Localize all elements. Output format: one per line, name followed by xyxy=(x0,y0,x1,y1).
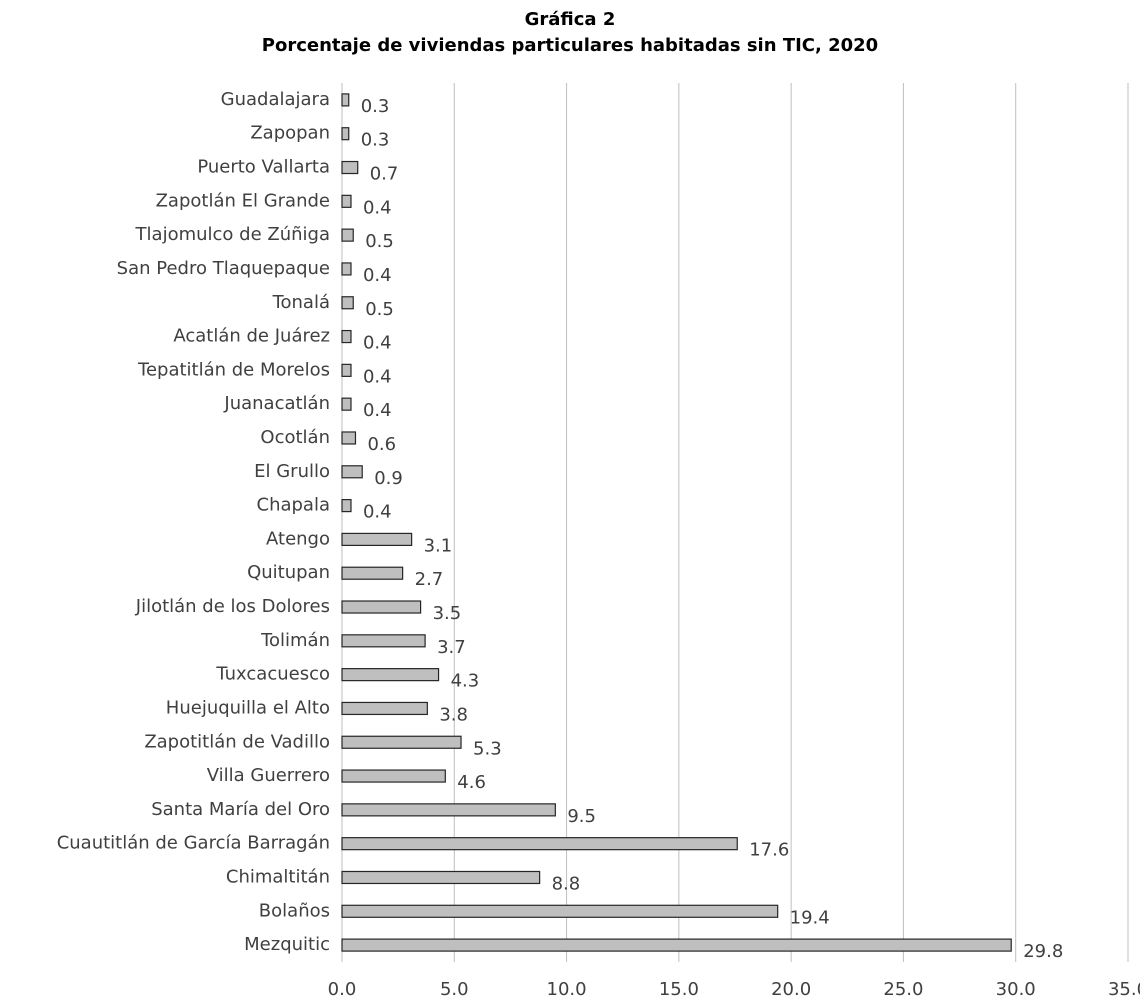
bar xyxy=(341,431,357,445)
y-tick-label: Juanacatlán xyxy=(223,393,330,414)
data-label: 3.8 xyxy=(439,704,468,725)
data-label: 3.5 xyxy=(433,603,462,624)
y-tick-label: Bolaños xyxy=(259,900,330,921)
x-tick-label: 0.0 xyxy=(328,979,357,1000)
data-label: 0.3 xyxy=(361,130,390,151)
y-tick-label: Villa Guerrero xyxy=(207,765,330,786)
y-tick-label: Acatlán de Juárez xyxy=(173,326,330,347)
y-tick-label: Guadalajara xyxy=(221,89,330,110)
bar xyxy=(341,363,352,377)
bar xyxy=(341,228,354,242)
y-tick-label: Huejuquilla el Alto xyxy=(166,697,330,718)
y-tick-label: Mezquitic xyxy=(244,934,330,955)
data-label: 17.6 xyxy=(749,840,789,861)
y-tick-label: El Grullo xyxy=(254,461,330,482)
data-label: 0.4 xyxy=(363,502,392,523)
chart-subtitle: Porcentaje de viviendas particulares hab… xyxy=(262,35,878,56)
y-tick-label: Cuautitlán de García Barragán xyxy=(57,833,330,854)
bar xyxy=(341,465,363,479)
data-label: 0.4 xyxy=(363,366,392,387)
y-tick-label: Jilotlán de los Dolores xyxy=(135,596,330,617)
data-label: 2.7 xyxy=(415,569,444,590)
data-label: 0.4 xyxy=(363,265,392,286)
x-tick-label: 20.0 xyxy=(771,979,811,1000)
bar xyxy=(341,93,350,107)
y-tick-label: Chimaltitán xyxy=(226,866,330,887)
y-tick-label: Quitupan xyxy=(247,562,330,583)
bar xyxy=(341,870,541,885)
y-tick-label: Puerto Vallarta xyxy=(197,157,330,178)
bar xyxy=(341,904,779,918)
bar xyxy=(341,837,738,851)
y-tick-label: Zapotitlán de Vadillo xyxy=(144,731,330,752)
bar xyxy=(341,600,422,614)
data-label: 0.6 xyxy=(367,434,396,455)
y-tick-label: Tlajomulco de Zúñiga xyxy=(135,224,330,245)
y-tick-label: Chapala xyxy=(257,495,331,516)
bar xyxy=(341,127,350,141)
x-tick-label: 30.0 xyxy=(996,979,1036,1000)
y-tick-label: Tonalá xyxy=(272,292,330,313)
chart-title: Gráfica 2 xyxy=(525,9,616,30)
y-tick-label: Zapotlán El Grande xyxy=(156,190,330,211)
data-label: 5.3 xyxy=(473,738,502,759)
data-label: 0.9 xyxy=(374,468,403,489)
bar xyxy=(341,532,413,547)
x-tick-label: 10.0 xyxy=(547,979,587,1000)
data-label: 3.7 xyxy=(437,637,466,658)
y-tick-label: Ocotlán xyxy=(260,427,330,448)
bar xyxy=(341,735,462,749)
y-tick-label: Atengo xyxy=(266,528,330,549)
bar xyxy=(341,329,352,344)
bar xyxy=(341,701,428,716)
y-tick-label: Tuxcacuesco xyxy=(215,664,330,685)
y-tick-label: San Pedro Tlaquepaque xyxy=(117,258,330,279)
bar xyxy=(341,194,352,208)
data-label: 8.8 xyxy=(552,873,581,894)
data-label: 29.8 xyxy=(1023,941,1063,962)
bar xyxy=(341,668,440,682)
bar xyxy=(341,262,352,276)
y-tick-label: Zapopan xyxy=(250,123,330,144)
bar xyxy=(341,938,1012,952)
data-label: 0.5 xyxy=(365,299,394,320)
data-label: 0.4 xyxy=(363,400,392,421)
x-tick-label: 25.0 xyxy=(883,979,923,1000)
bar xyxy=(341,160,359,175)
y-tick-label: Santa María del Oro xyxy=(151,799,330,820)
data-label: 0.4 xyxy=(363,333,392,354)
bar xyxy=(341,498,352,513)
x-tick-label: 15.0 xyxy=(659,979,699,1000)
x-tick-label: 35.0 xyxy=(1108,979,1140,1000)
x-tick-label: 5.0 xyxy=(440,979,469,1000)
bar xyxy=(341,769,446,783)
data-label: 0.5 xyxy=(365,231,394,252)
bar xyxy=(341,634,426,648)
y-tick-label: Tolimán xyxy=(260,630,330,651)
y-tick-label: Tepatitlán de Morelos xyxy=(137,359,330,380)
data-label: 0.4 xyxy=(363,197,392,218)
data-label: 4.6 xyxy=(457,772,486,793)
bar xyxy=(341,803,556,817)
bar xyxy=(341,397,352,411)
data-label: 0.3 xyxy=(361,96,390,117)
bar xyxy=(341,296,354,310)
data-label: 9.5 xyxy=(567,806,596,827)
bar xyxy=(341,566,404,580)
data-label: 4.3 xyxy=(451,671,480,692)
data-label: 19.4 xyxy=(790,907,830,928)
data-label: 3.1 xyxy=(424,535,453,556)
data-label: 0.7 xyxy=(370,164,399,185)
